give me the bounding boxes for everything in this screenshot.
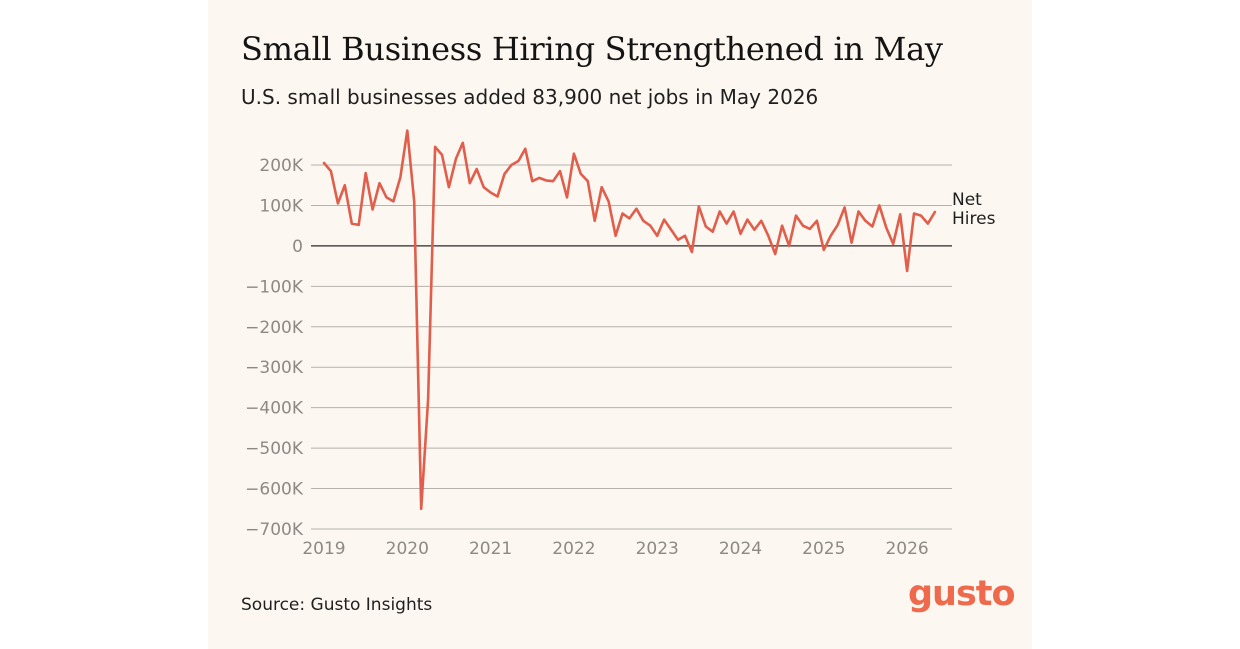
x-tick-label: 2019 [302,539,345,559]
line-chart: 200K 100K 0 −100K −200K −300K −400K −500K −600K −… [245,129,996,559]
x-tick-label: 2022 [552,539,595,559]
series-label-line: Net [952,190,982,210]
x-tick-label: 2020 [386,539,429,559]
x-axis-ticks: 2019 2020 2021 2022 2023 2024 2025 2026 [302,539,928,559]
x-tick-label: 2021 [469,539,512,559]
y-tick-label: −100K [245,277,304,297]
y-tick-label: −500K [245,439,304,459]
y-tick-label: 0 [292,237,303,257]
series-line-net-hires [322,129,937,511]
y-axis-ticks: 200K 100K 0 −100K −200K −300K −400K −500K −600K −… [245,156,304,540]
chart-card: Small Business Hiring Strengthened in Ma… [208,0,1032,649]
y-tick-label: −600K [245,480,304,500]
y-tick-label: 200K [259,156,303,176]
x-tick-label: 2025 [802,539,845,559]
x-tick-label: 2026 [885,539,928,559]
y-tick-label: 100K [259,196,303,216]
x-tick-label: 2023 [636,539,679,559]
y-tick-label: −400K [245,399,304,419]
series-layer [322,129,937,511]
y-tick-label: −300K [245,358,304,378]
y-tick-label: −700K [245,520,304,540]
chart-title: Small Business Hiring Strengthened in Ma… [241,30,943,68]
gusto-logo: gusto [908,574,1016,614]
chart-subtitle: U.S. small businesses added 83,900 net j… [241,85,819,109]
series-label-line: Hires [952,209,996,229]
source-note: Source: Gusto Insights [241,595,433,615]
x-tick-label: 2024 [719,539,762,559]
y-tick-label: −200K [245,318,304,338]
